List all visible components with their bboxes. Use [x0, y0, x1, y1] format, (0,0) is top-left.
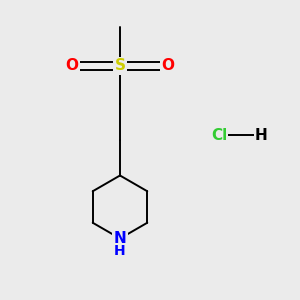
Text: S: S	[115, 58, 125, 74]
Text: O: O	[161, 58, 175, 74]
Text: Cl: Cl	[211, 128, 227, 142]
Text: O: O	[65, 58, 79, 74]
Text: H: H	[255, 128, 267, 142]
Text: H: H	[114, 244, 126, 258]
Text: N: N	[114, 231, 126, 246]
